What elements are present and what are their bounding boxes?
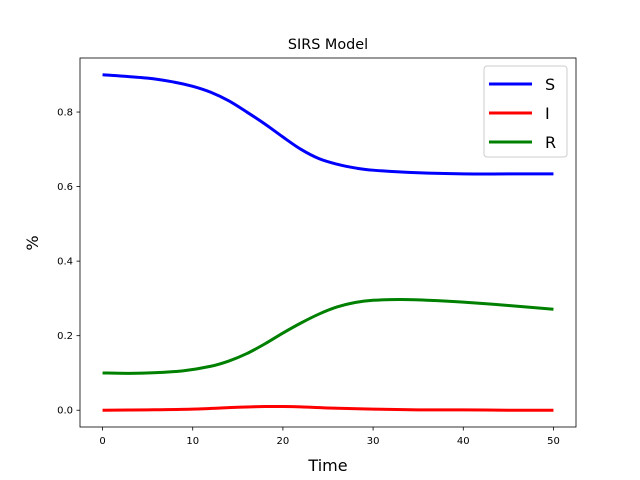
legend: SIR	[483, 65, 568, 158]
x-tick-label: 50	[547, 436, 560, 447]
y-axis-label: %	[23, 235, 42, 250]
y-tick-label: 0.0	[57, 406, 73, 417]
x-axis-label: Time	[307, 456, 347, 475]
axes-frame	[79, 57, 577, 428]
y-tick-label: 0.2	[57, 331, 73, 342]
series-line-R	[102, 298, 554, 375]
x-tick-label: 40	[457, 436, 470, 447]
chart-title: SIRS Model	[288, 37, 368, 53]
x-tick-label: 0	[99, 436, 105, 447]
legend-label-S: S	[545, 75, 555, 94]
legend-label-I: I	[545, 104, 550, 123]
y-tick-label: 0.8	[57, 108, 73, 119]
plot-area: 0 10 20 30 40 50 0.0 0.2 0.4 0.6 0.8	[57, 57, 577, 447]
series-line-I	[102, 404, 554, 412]
x-tick-label: 30	[367, 436, 380, 447]
series-line-S	[102, 73, 554, 176]
legend-label-R: R	[545, 133, 556, 152]
x-tick-label: 10	[186, 436, 199, 447]
x-tick-label: 20	[277, 436, 290, 447]
y-tick-label: 0.4	[57, 257, 73, 268]
y-tick-label: 0.6	[57, 182, 73, 193]
